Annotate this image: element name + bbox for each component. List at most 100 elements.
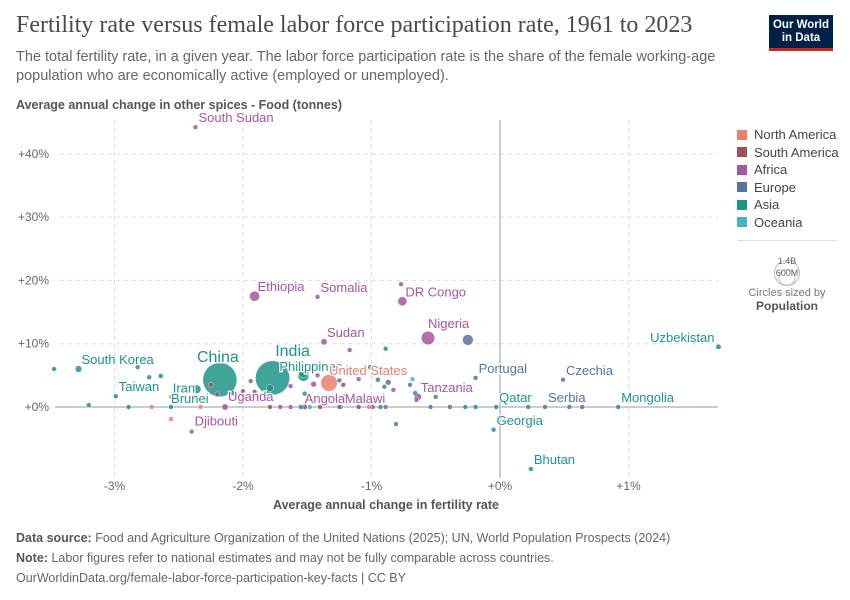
data-point (407, 382, 413, 388)
data-point (579, 404, 585, 410)
data-point (393, 421, 399, 427)
legend-item-europe[interactable]: Europe (737, 179, 839, 197)
data-point (490, 427, 497, 433)
data-point (277, 404, 283, 410)
data-point-label: Serbia (548, 390, 586, 405)
data-point (377, 404, 384, 410)
data-point (347, 347, 353, 353)
data-point (366, 404, 372, 410)
data-point (287, 404, 294, 410)
data-point (202, 362, 238, 397)
data-point (421, 331, 435, 345)
data-point-label: Brunei (171, 391, 209, 406)
data-point (398, 281, 404, 287)
legend-swatch (737, 164, 747, 175)
data-point (251, 389, 258, 395)
legend-item-north-america[interactable]: North America (737, 126, 839, 144)
data-point (310, 381, 317, 388)
data-point (528, 466, 534, 472)
data-point (385, 379, 392, 386)
data-point (472, 375, 479, 381)
data-point (343, 370, 349, 376)
data-point (86, 402, 92, 408)
legend-label: South America (754, 144, 839, 160)
data-point (336, 377, 342, 384)
data-point (208, 382, 214, 388)
data-point (230, 390, 236, 396)
data-point-label: Philippines (279, 359, 342, 374)
data-point (323, 394, 330, 400)
size-label-large: 1.4B (778, 256, 797, 266)
x-tick-label: -2% (232, 479, 254, 493)
x-tick-label: -3% (104, 479, 126, 493)
data-point-label: South Sudan (198, 110, 273, 125)
data-point (249, 290, 260, 302)
data-point-label: Czechia (566, 363, 614, 378)
data-point (336, 404, 342, 410)
data-point (158, 373, 164, 379)
note-label: Note: (16, 551, 48, 565)
data-point (447, 404, 453, 410)
data-point (314, 294, 321, 300)
data-point (343, 392, 349, 398)
data-point-label: Qatar (499, 390, 532, 405)
legend-item-africa[interactable]: Africa (737, 161, 839, 179)
data-point (462, 404, 468, 410)
legend-item-oceania[interactable]: Oceania (737, 214, 839, 232)
y-axis-label: Average annual change in other spices - … (16, 98, 342, 112)
legend-swatch (737, 199, 747, 210)
data-point-label: China (197, 349, 239, 366)
data-point (221, 403, 229, 411)
data-point (255, 360, 290, 396)
data-point-label: Somalia (321, 280, 369, 295)
legend-swatch (737, 217, 747, 228)
y-tick-label: +30% (18, 210, 49, 224)
x-tick-label: -1% (361, 479, 383, 493)
legend-label: Asia (754, 197, 780, 213)
owid-logo[interactable]: Our World in Data (769, 15, 833, 51)
y-tick-label: +0% (25, 400, 50, 414)
data-point (307, 404, 313, 410)
legend-swatch (737, 182, 747, 193)
data-point (146, 374, 152, 380)
data-point-label: Nigeria (428, 316, 470, 331)
legend: North America South America Africa Europ… (737, 126, 839, 231)
data-point-label: Ethiopia (258, 279, 306, 294)
data-point (302, 391, 308, 397)
data-point (375, 377, 381, 383)
data-point (390, 387, 396, 393)
data-point (51, 366, 57, 372)
data-point (428, 404, 434, 410)
data-point (356, 376, 362, 382)
data-point (267, 404, 273, 410)
x-tick-label: +1% (616, 479, 641, 493)
data-point-label: Georgia (497, 413, 544, 428)
data-point-label: South Korea (82, 352, 155, 367)
data-point (168, 404, 174, 410)
source-label: Data source: (16, 531, 92, 545)
data-point (317, 404, 323, 410)
legend-item-asia[interactable]: Asia (737, 196, 839, 214)
legend-label: Oceania (754, 214, 803, 230)
data-point-label: Djibouti (195, 414, 238, 429)
chart-subtitle: The total fertility rate, in a given yea… (16, 49, 716, 84)
size-circle-small (778, 269, 796, 286)
data-point (149, 404, 155, 410)
data-point-label: DR Congo (405, 284, 466, 299)
data-point (75, 365, 82, 373)
data-point-label: Malawi (345, 391, 386, 406)
data-point-label: Portugal (479, 361, 528, 376)
data-point (433, 394, 439, 400)
source-text: Food and Agriculture Organization of the… (95, 531, 671, 545)
data-point (192, 124, 199, 130)
y-tick-label: +40% (18, 147, 49, 161)
data-point (287, 383, 294, 389)
data-point-label: Uganda (228, 389, 274, 404)
data-point (566, 404, 572, 410)
legend-item-south-america[interactable]: South America (737, 144, 839, 162)
data-point (397, 296, 408, 307)
source-url[interactable]: OurWorldinData.org/female-labor-force-pa… (16, 571, 406, 585)
data-point (298, 404, 304, 410)
data-point (192, 384, 202, 394)
